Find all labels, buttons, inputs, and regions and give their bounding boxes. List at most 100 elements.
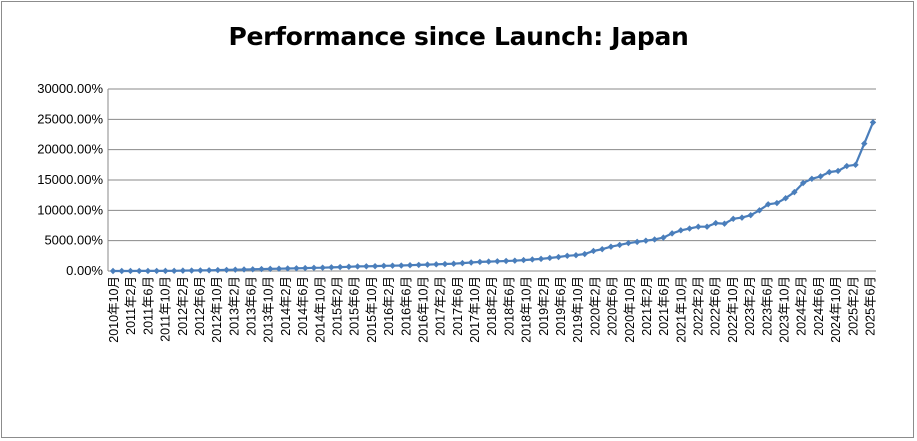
x-tick-label: 2018年2月 xyxy=(485,276,499,336)
x-tick-label: 2012年6月 xyxy=(193,276,207,336)
x-tick-label: 2024年2月 xyxy=(795,276,809,336)
data-point xyxy=(826,168,833,176)
y-tick-label: 25000.00% xyxy=(37,111,103,126)
data-point xyxy=(127,267,134,275)
data-point xyxy=(747,211,754,219)
data-point xyxy=(144,267,152,275)
data-point xyxy=(502,257,510,265)
y-tick-label: 0.00% xyxy=(66,263,103,278)
data-point xyxy=(773,199,781,207)
x-tick-label: 2021年6月 xyxy=(657,276,671,336)
x-tick-label: 2024年10月 xyxy=(829,276,843,343)
x-tick-label: 2021年10月 xyxy=(674,276,688,343)
data-point xyxy=(354,263,361,270)
x-tick-label: 2013年10月 xyxy=(262,276,276,343)
data-point xyxy=(852,161,859,169)
data-point xyxy=(441,260,449,268)
data-point xyxy=(668,230,676,237)
x-tick-label: 2011年10月 xyxy=(159,276,173,342)
data-point xyxy=(319,264,326,271)
y-tick-label: 15000.00% xyxy=(37,172,103,187)
x-tick-label: 2010年10月 xyxy=(107,276,121,343)
data-point xyxy=(494,258,501,265)
x-tick-label: 2023年10月 xyxy=(778,276,792,343)
data-point xyxy=(398,262,405,269)
data-point xyxy=(424,261,431,268)
chart-title: Performance since Launch: Japan xyxy=(228,22,689,51)
data-point xyxy=(625,239,632,247)
data-point xyxy=(633,238,641,246)
data-point xyxy=(686,225,693,232)
x-tick-label: 2022年10月 xyxy=(726,276,740,343)
y-tick-label: 10000.00% xyxy=(37,202,103,217)
data-point xyxy=(834,167,842,175)
data-point xyxy=(345,263,353,270)
x-tick-label: 2014年10月 xyxy=(313,276,327,343)
data-point xyxy=(284,265,291,272)
data-point xyxy=(555,253,562,261)
data-point xyxy=(869,119,877,126)
x-tick-label: 2020年2月 xyxy=(588,276,602,336)
data-point xyxy=(223,266,230,274)
data-point xyxy=(712,219,719,227)
data-point xyxy=(459,259,466,267)
data-point xyxy=(232,266,239,273)
data-point xyxy=(380,262,388,270)
x-tick-label: 2025年2月 xyxy=(846,276,860,336)
data-point xyxy=(485,258,492,265)
data-point xyxy=(109,267,117,275)
data-point xyxy=(520,256,527,264)
x-tick-label: 2017年6月 xyxy=(451,276,465,336)
data-point xyxy=(170,267,178,275)
x-tick-labels: 2010年10月 2011年2月 2011年6月 2011年10月 2012年2月 201… xyxy=(107,276,877,343)
x-tick-label: 2023年2月 xyxy=(743,276,757,336)
x-tick-label: 2015年6月 xyxy=(348,276,362,336)
data-point xyxy=(450,260,457,267)
data-point xyxy=(205,267,213,274)
data-point xyxy=(293,265,300,272)
data-point xyxy=(660,234,667,241)
data-point xyxy=(310,264,318,272)
data-point xyxy=(249,266,256,273)
y-tick-labels: 0.00% 5000.00% 10000.00% 15000.00% 20000.00%… xyxy=(37,81,103,278)
data-point xyxy=(188,267,195,274)
x-tick-label: 2011年6月 xyxy=(141,276,155,335)
data-point xyxy=(695,223,702,230)
data-point xyxy=(267,265,274,273)
data-point xyxy=(153,267,160,275)
data-point xyxy=(581,250,588,258)
x-tick-label: 2021年2月 xyxy=(640,276,654,336)
data-point xyxy=(467,259,475,266)
data-point xyxy=(564,252,571,260)
x-tick-label: 2011年2月 xyxy=(124,276,138,335)
y-tick-label: 30000.00% xyxy=(37,81,103,96)
x-tick-label: 2016年10月 xyxy=(416,276,430,343)
gridlines xyxy=(108,88,876,272)
x-tick-label: 2020年10月 xyxy=(623,276,637,343)
data-point xyxy=(240,266,248,273)
data-point xyxy=(598,245,606,253)
x-tick-label: 2017年2月 xyxy=(434,276,448,336)
data-point xyxy=(415,261,422,269)
x-tick-label: 2017年10月 xyxy=(468,276,482,343)
data-point xyxy=(118,267,125,275)
data-point xyxy=(546,254,553,262)
data-point xyxy=(703,223,711,230)
x-tick-label: 2012年10月 xyxy=(210,276,224,343)
data-point xyxy=(764,201,772,208)
data-point xyxy=(782,195,789,202)
data-point xyxy=(301,264,309,272)
series-points xyxy=(109,119,877,275)
data-point xyxy=(363,263,370,270)
x-tick-label: 2012年2月 xyxy=(176,276,190,336)
x-tick-label: 2015年2月 xyxy=(331,276,345,336)
data-point xyxy=(572,252,580,259)
data-point xyxy=(258,265,265,273)
x-tick-label: 2014年2月 xyxy=(279,276,293,336)
data-point xyxy=(590,247,597,255)
data-point xyxy=(136,267,143,275)
x-tick-label: 2013年2月 xyxy=(227,276,241,336)
x-tick-label: 2016年6月 xyxy=(399,276,413,336)
x-tick-label: 2020年6月 xyxy=(606,276,620,336)
